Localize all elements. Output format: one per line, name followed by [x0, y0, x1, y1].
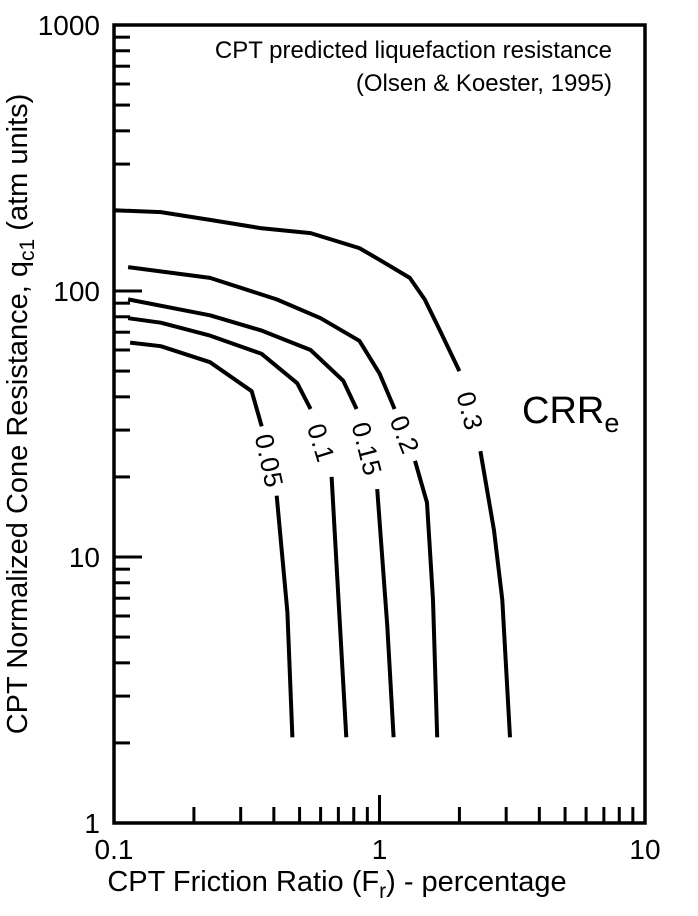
contour-label-0.3: 0.3 [450, 388, 489, 433]
x-axis-title: CPT Friction Ratio (Fr) - percentage [107, 866, 566, 903]
y-axis-title: CPT Normalized Cone Resistance, qc1 (atm… [2, 94, 39, 735]
contour-line-0.15-seg1 [127, 297, 359, 410]
x-tick-label-1: 1 [372, 834, 388, 865]
chart-subtitle: (Olsen & Koester, 1995) [356, 70, 612, 97]
contour-line-0.3-seg1 [113, 208, 462, 372]
contour-line-0.1-seg1 [127, 316, 313, 410]
contour-line-0.15-seg2 [375, 488, 396, 738]
contour-label-0.2: 0.2 [384, 411, 426, 458]
contour-label-0.1: 0.1 [301, 420, 341, 466]
chart-title: CPT predicted liquefaction resistance [215, 37, 612, 64]
crr-annotation: CRRe [522, 390, 619, 438]
x-tick-label-10: 10 [629, 834, 660, 865]
contour-line-0.05-seg1 [129, 340, 264, 427]
contour-line-0.2-seg2 [413, 460, 440, 738]
x-tick-label-0.1: 0.1 [95, 834, 134, 865]
y-tick-label-100: 100 [53, 276, 100, 307]
contour-line-0.2-seg1 [127, 265, 397, 410]
y-tick-label-1000: 1000 [38, 10, 100, 41]
contour-line-0.05-seg2 [274, 495, 295, 738]
y-tick-label-10: 10 [69, 542, 100, 573]
contour-label-0.15: 0.15 [346, 419, 389, 479]
contour-label-0.05: 0.05 [249, 431, 290, 491]
contour-line-0.1-seg2 [329, 476, 349, 738]
contour-line-0.3-seg2 [478, 450, 512, 738]
y-tick-label-1: 1 [84, 808, 100, 839]
